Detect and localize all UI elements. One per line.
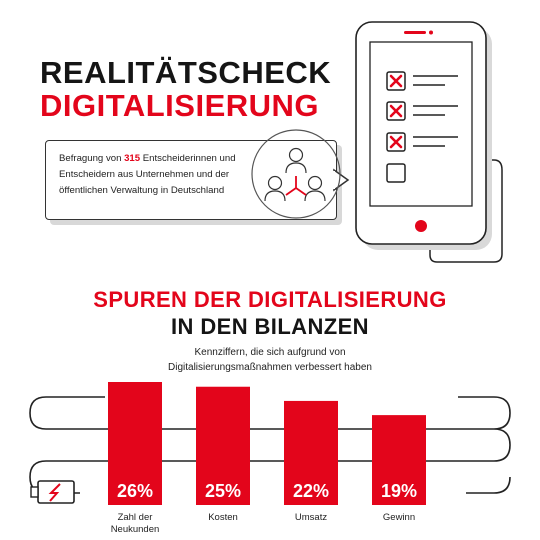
section-title-line2: IN DEN BILANZEN: [171, 314, 369, 339]
category-label-0: Zahl der Neukunden: [110, 512, 160, 535]
bar-2: [284, 400, 338, 505]
bar-3: [372, 415, 426, 505]
bar-1: [196, 386, 250, 505]
category-label-3: Gewinn: [382, 512, 416, 523]
survey-info-box: Befragung von 315 Entscheiderinnen und E…: [45, 140, 337, 220]
category-label-1: Kosten: [208, 512, 238, 523]
section-title-line1: SPUREN DER DIGITALISIERUNG: [93, 287, 447, 312]
bar-value-label-1: 25%: [205, 481, 241, 501]
bar-value-label-2: 22%: [293, 481, 329, 501]
connector-line: [429, 159, 503, 263]
survey-info-text: Befragung von 315 Entscheiderinnen und E…: [59, 151, 249, 199]
main-title-line2: DIGITALISIERUNG: [40, 88, 320, 123]
smartphone-checklist-icon: [355, 21, 492, 250]
bar-0: [108, 382, 162, 505]
bar-value-label-0: 26%: [117, 481, 153, 501]
section-description: Kennziffern, die sich aufgrund von Digit…: [0, 345, 540, 375]
bar-value-label-3: 19%: [381, 481, 417, 501]
low-battery-icon: [30, 480, 75, 504]
section-description-line2: Digitalisierungsmaßnahmen verbessert hab…: [168, 362, 372, 373]
survey-count: 315: [124, 153, 141, 164]
cable-line: [29, 396, 511, 494]
main-title-line1: REALITÄTSCHECK: [40, 55, 332, 90]
section-description-line1: Kennziffern, die sich aufgrund von: [194, 347, 346, 358]
survey-info-prefix: Befragung von: [59, 153, 125, 164]
people-network-icon: [251, 129, 341, 219]
category-label-2: Umsatz: [294, 512, 328, 523]
survey-info-suffix: Entscheiderinnen und Entscheidern aus Un…: [59, 153, 236, 196]
